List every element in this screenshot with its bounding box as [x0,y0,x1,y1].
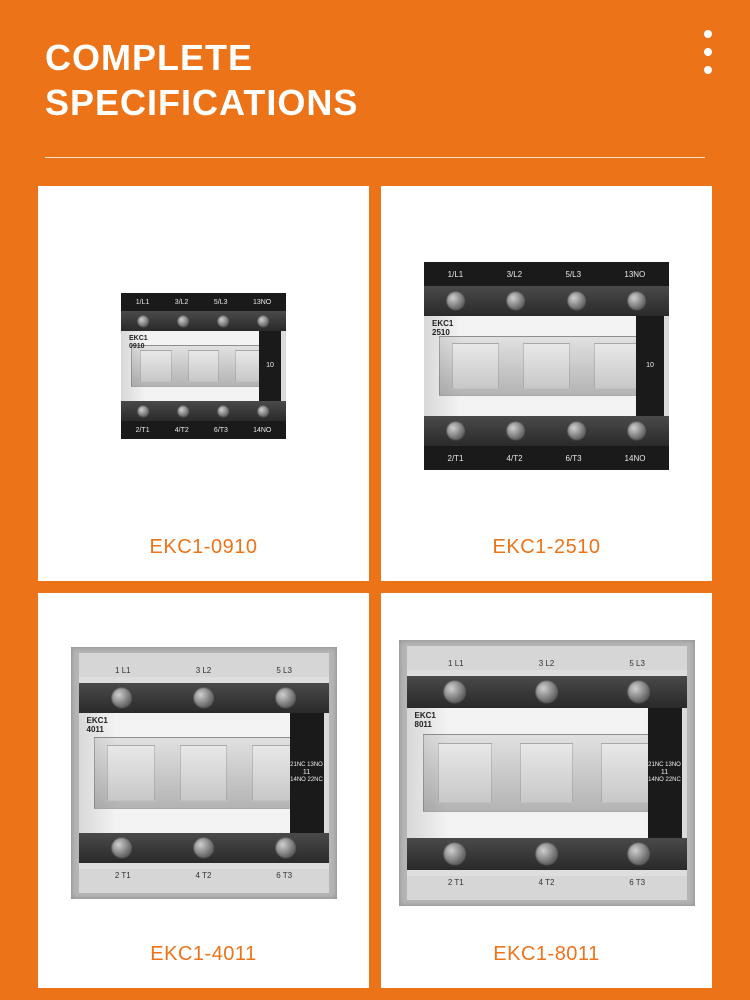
model-label: EKC10910 [129,335,148,350]
product-label: EKC1-2510 [493,536,601,559]
product-card: 1 L13 L25 L3EKC1401121NC 13NO1114NO 22NC… [38,593,369,988]
product-label: EKC1-8011 [493,943,599,966]
terminal-label: 3/L2 [507,270,523,279]
menu-dots-icon [704,30,712,74]
terminal-label: 6/T3 [566,454,582,463]
product-image-area: 1/L13/L25/L313NOEKC12510102/T14/T26/T314… [381,186,712,536]
terminal-label: 2/T1 [448,454,464,463]
product-image-area: 1/L13/L25/L313NOEKC10910102/T14/T26/T314… [38,186,369,536]
contactor-illustration: 1/L13/L25/L313NOEKC12510102/T14/T26/T314… [424,262,669,470]
terminal-label: 3/L2 [175,299,189,306]
contactor-illustration: 1/L13/L25/L313NOEKC10910102/T14/T26/T314… [121,293,286,439]
terminal-label: 1/L1 [136,299,150,306]
terminal-label: 5/L3 [214,299,228,306]
contactor-illustration: EKC1801121NC 13NO1114NO 22NC [407,676,687,870]
product-label: EKC1-0910 [150,536,258,559]
title-line-1: COMPLETE [45,35,705,80]
product-image-area: 1 L13 L25 L3EKC1401121NC 13NO1114NO 22NC… [38,593,369,943]
terminal-label: 5/L3 [565,270,581,279]
terminal-label: 4/T2 [175,427,189,434]
terminal-label: 2/T1 [136,427,150,434]
model-label: EKC14011 [87,717,108,735]
terminal-label: 6/T3 [214,427,228,434]
terminal-label: 1/L1 [448,270,464,279]
product-card: 1/L13/L25/L313NOEKC10910102/T14/T26/T314… [38,186,369,581]
header: COMPLETE SPECIFICATIONS [0,0,750,145]
title-line-2: SPECIFICATIONS [45,80,705,125]
product-card: 1/L13/L25/L313NOEKC12510102/T14/T26/T314… [381,186,712,581]
product-grid: 1/L13/L25/L313NOEKC10910102/T14/T26/T314… [0,158,750,988]
product-image-area: 1 L13 L25 L3EKC1801121NC 13NO1114NO 22NC… [381,593,712,943]
terminal-label: 14NO [253,427,271,434]
page-title: COMPLETE SPECIFICATIONS [45,35,705,125]
product-label: EKC1-4011 [150,943,256,966]
contactor-illustration: EKC1401121NC 13NO1114NO 22NC [79,683,329,863]
terminal-label: 4/T2 [507,454,523,463]
terminal-label: 13NO [253,299,271,306]
terminal-label: 14NO [625,454,646,463]
model-label: EKC12510 [432,320,453,338]
model-label: EKC18011 [415,712,436,730]
terminal-label: 13NO [624,270,645,279]
product-card: 1 L13 L25 L3EKC1801121NC 13NO1114NO 22NC… [381,593,712,988]
